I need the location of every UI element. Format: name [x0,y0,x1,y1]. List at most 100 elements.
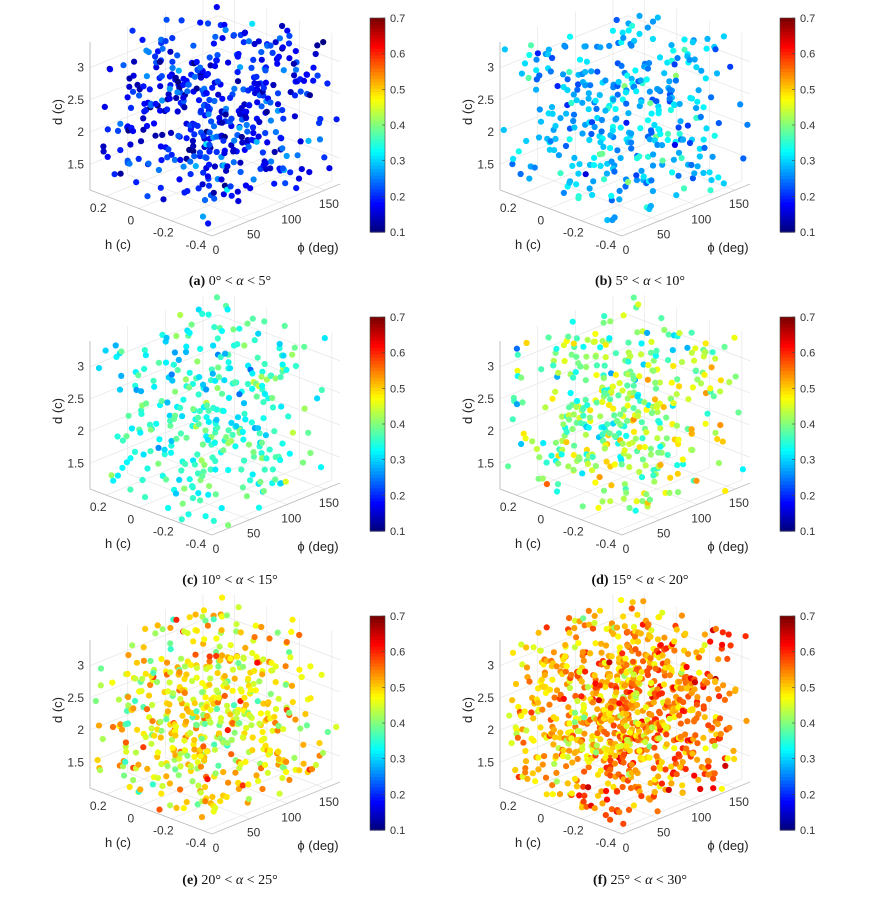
scatter-point [140,744,147,751]
y-tick-label: -0.2 [153,226,174,240]
scatter-point [701,349,708,356]
scatter-point [695,776,702,783]
scatter-point [196,149,203,156]
scatter-point [654,14,661,21]
scatter-point [539,475,546,482]
scatter-point [312,50,319,58]
scatter-point [624,736,631,744]
scatter-point [240,654,247,661]
scatter-point [549,110,556,117]
scatter-point [204,776,211,783]
scatter-point [570,466,577,473]
scatter-point [115,696,122,703]
colorbar-tick-label: 0.4 [390,419,405,431]
scatter-point [671,755,678,762]
scatter-point [223,612,230,619]
scatter-point [614,91,621,98]
scatter-point [557,115,564,122]
scatter-point [693,715,700,722]
scatter-point [169,35,176,42]
scatter-point [570,374,577,381]
scatter-point [245,795,252,803]
caption-alpha-hi: 10° [665,274,685,289]
caption-alpha-lo: 5° [615,274,629,289]
scatter-point [531,164,538,171]
scatter-point [553,488,561,495]
scatter-point [639,498,646,505]
scatter-point [702,745,709,752]
scatter-point [653,98,660,105]
scatter-point [576,792,583,799]
scatter-point [195,306,202,313]
scatter-point [187,729,194,737]
scatter-point [649,162,657,169]
scatter-point [278,135,285,142]
scatter-point [585,784,592,791]
scatter-point [200,607,208,614]
scatter-point [222,680,229,687]
colorbar-tick-label: 0.6 [390,348,405,360]
scatter-point [271,180,278,187]
scatter-point [610,783,617,791]
scatter-point [286,450,293,457]
scatter-point [659,157,666,164]
scatter-point [129,642,136,649]
z-tick-label: 3 [77,61,84,75]
colorbar-tick-label: 0.7 [800,611,815,623]
scatter-point [208,118,215,125]
scatter-point [648,711,655,718]
scatter-point [596,92,603,99]
scatter-point [551,694,558,701]
scatter-point [171,156,178,163]
scatter-point [318,386,325,394]
colorbar-tick-label: 0.1 [800,825,815,837]
scatter-point [561,42,568,49]
scatter-point [250,176,257,183]
scatter-point [684,122,692,129]
scatter-point [615,392,622,399]
scatter-point [700,734,707,742]
scatter-point [583,58,591,65]
scatter-point [575,170,582,177]
scatter-point [689,707,696,714]
z-tick-label: 2 [487,125,494,139]
scatter-point [307,449,314,457]
scatter-point [236,124,243,131]
scatter-point [602,812,609,819]
scatter-point [549,676,556,683]
scatter-point [694,98,701,105]
scatter-point [164,399,171,406]
scatter-point [190,406,197,413]
scatter-point [613,788,621,795]
scatter-point [283,152,290,160]
z-tick-label: 3 [487,360,494,374]
scatter-point [571,749,578,757]
scatter-point [222,26,229,34]
scatter-point [714,721,721,728]
scatter-point [646,743,653,750]
scatter-points [100,4,340,227]
scatter-point [178,17,185,24]
scatter-point [589,625,597,632]
scatter-point [661,634,668,641]
scatter-point [169,690,177,697]
z-axis-label: d (c) [460,398,475,424]
scatter-point [620,406,628,413]
scatter-point [648,177,655,184]
scatter-point [601,445,608,452]
scatter-point [643,76,650,83]
scatter-point [213,687,220,694]
scatter-point [573,403,580,411]
scatter-point [609,27,617,34]
scatter-point [624,628,631,635]
scatter-point [630,405,637,412]
scatter-point [205,311,212,318]
scatter-point [272,375,279,382]
scatter-point [661,70,668,77]
scatter-point [210,40,217,47]
colorbar: 0.10.20.30.40.50.60.7 [369,13,405,239]
scatter-point [623,432,630,439]
scatter-point [229,431,236,438]
scatter-point [215,730,223,737]
scatter-point [183,671,190,678]
